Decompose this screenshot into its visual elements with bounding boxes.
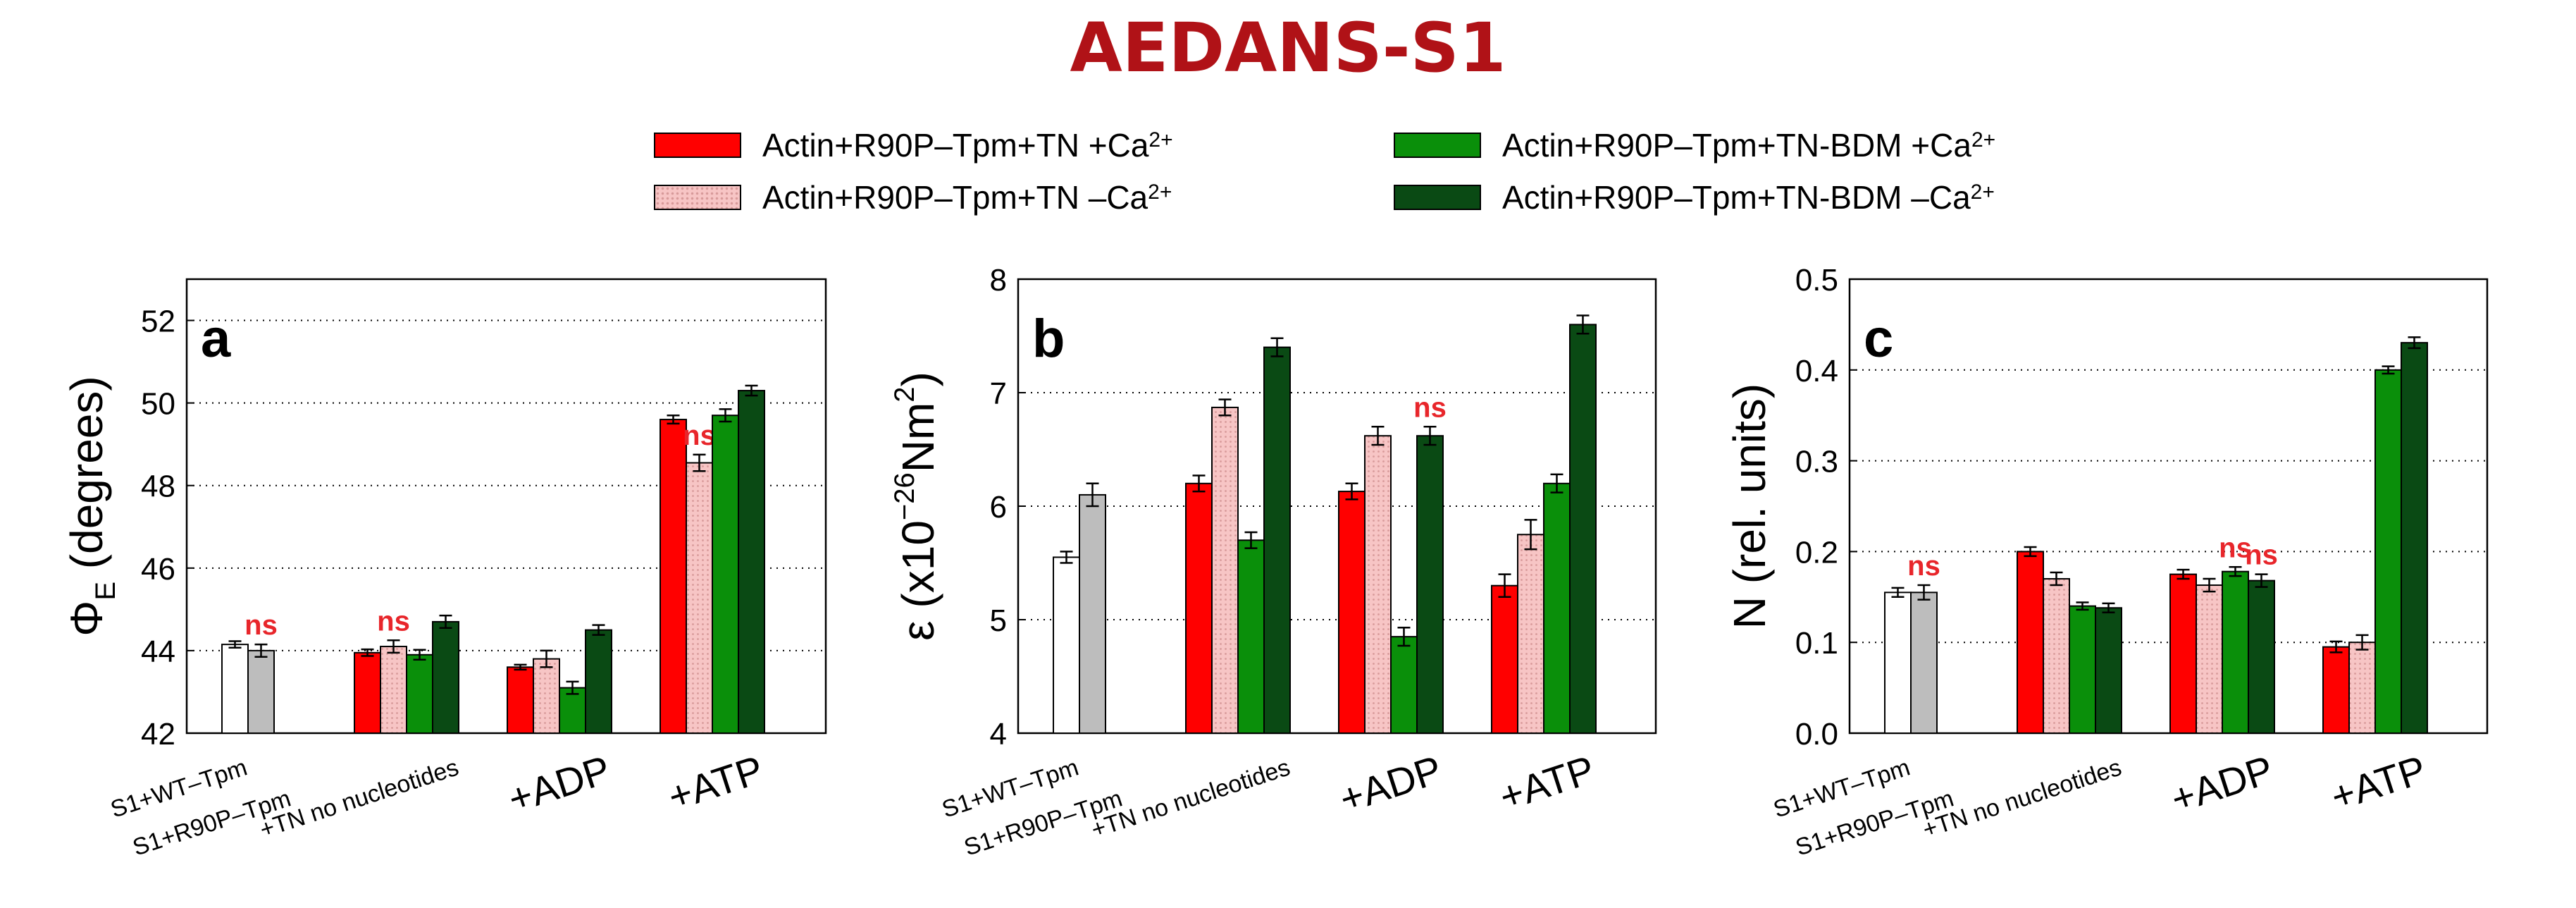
bar <box>2017 551 2044 735</box>
panel-c: 0.00.10.20.30.40.5N (rel. units)cnsnsnsS… <box>1724 263 2489 861</box>
y-tick-label: 46 <box>141 552 175 587</box>
panel-letter: b <box>1032 309 1065 369</box>
y-tick-label: 0.0 <box>1795 717 1838 751</box>
ns-label: ns <box>2245 540 2278 571</box>
x-tick-label: +ADP <box>1335 747 1447 821</box>
bar <box>1569 324 1597 734</box>
legend-swatch <box>654 185 741 210</box>
legend-swatch <box>1394 133 1481 158</box>
bar <box>2169 573 2197 734</box>
bar <box>1364 435 1392 734</box>
bar <box>247 649 275 735</box>
bar <box>2248 579 2275 735</box>
y-tick-label: 5 <box>990 603 1007 638</box>
y-tick-label: 0.3 <box>1795 445 1838 479</box>
bar <box>1390 636 1418 735</box>
y-tick-label: 0.5 <box>1795 263 1838 297</box>
bar <box>2069 605 2096 734</box>
legend-swatch <box>1394 185 1481 210</box>
legend-label: Actin+R90P–Tpm+TN-BDM +Ca2+ <box>1502 127 1996 164</box>
legend-label: Actin+R90P–Tpm+TN-BDM –Ca2+ <box>1502 179 1995 216</box>
bar <box>1263 346 1291 735</box>
bar <box>1416 435 1444 734</box>
bar <box>686 462 713 734</box>
plot-frame <box>1848 278 2489 735</box>
ns-label: ns <box>377 606 410 637</box>
figure-title: AEDANS-S1 <box>1070 8 1506 87</box>
legend-label: Actin+R90P–Tpm+TN +Ca2+ <box>762 127 1173 164</box>
bar <box>660 419 687 735</box>
legend-swatch <box>654 133 741 158</box>
legend-item-tn-plus-ca: Actin+R90P–Tpm+TN +Ca2+ <box>654 125 1173 165</box>
legend: Actin+R90P–Tpm+TN +Ca2+ Actin+R90P–Tpm+T… <box>0 0 2576 240</box>
y-tick-label: 0.4 <box>1795 354 1838 388</box>
y-tick-label: 52 <box>141 305 175 339</box>
bar <box>354 651 381 734</box>
bar <box>1517 534 1544 734</box>
y-axis-label: ε (x10−26Nm2) <box>889 372 943 641</box>
bar <box>585 629 612 734</box>
legend-item-tn-minus-ca: Actin+R90P–Tpm+TN –Ca2+ <box>654 178 1172 217</box>
bar <box>2322 646 2350 735</box>
bar <box>738 390 765 735</box>
x-tick-label: +ADP <box>2166 747 2279 821</box>
bar <box>1491 584 1518 735</box>
legend-item-bdm-plus-ca: Actin+R90P–Tpm+TN-BDM +Ca2+ <box>1394 125 1995 165</box>
bar <box>1543 482 1571 734</box>
bar <box>432 620 459 734</box>
bar <box>1910 591 1938 734</box>
bar <box>533 658 560 734</box>
legend-label: Actin+R90P–Tpm+TN –Ca2+ <box>762 179 1172 216</box>
bar <box>2222 570 2249 735</box>
y-tick-label: 0.1 <box>1795 626 1838 661</box>
bar <box>2095 607 2122 734</box>
panel-letter: c <box>1864 309 1893 369</box>
bar <box>221 644 249 734</box>
bar <box>1185 482 1213 734</box>
y-axis-label: N (rel. units) <box>1724 384 1775 630</box>
x-tick-label: +ATP <box>1494 747 1599 818</box>
y-tick-label: 4 <box>990 717 1007 751</box>
y-tick-label: 0.2 <box>1795 535 1838 570</box>
bar <box>1338 491 1366 734</box>
x-tick-label: +ATP <box>2325 747 2431 818</box>
bar <box>1237 539 1265 734</box>
y-tick-label: 44 <box>141 634 175 669</box>
x-tick-label: +ATP <box>662 747 768 818</box>
bar <box>2348 642 2376 735</box>
bar <box>1079 493 1106 735</box>
plot-frame <box>185 278 827 735</box>
ns-label: ns <box>683 420 716 451</box>
bar <box>1053 556 1080 735</box>
bar <box>380 646 407 735</box>
bar <box>2043 578 2070 734</box>
ns-label: ns <box>1907 551 1940 582</box>
bar <box>559 687 586 734</box>
bar <box>2196 584 2223 735</box>
bar <box>2401 342 2428 735</box>
ns-label: ns <box>244 610 278 641</box>
bar <box>2374 369 2402 734</box>
y-tick-label: 42 <box>141 717 175 751</box>
bar <box>1211 406 1239 734</box>
bar <box>1884 591 1912 734</box>
legend-item-bdm-minus-ca: Actin+R90P–Tpm+TN-BDM –Ca2+ <box>1394 178 1995 217</box>
ns-label: ns <box>2219 532 2252 563</box>
x-tick-label: +ADP <box>503 747 616 821</box>
y-tick-label: 6 <box>990 490 1007 524</box>
panel-letter: a <box>201 309 231 369</box>
bar <box>406 654 433 734</box>
y-tick-label: 48 <box>141 470 175 504</box>
y-tick-label: 50 <box>141 387 175 422</box>
ns-label: ns <box>1413 392 1447 423</box>
y-axis-label: ΦE (degrees) <box>61 376 121 636</box>
y-tick-label: 8 <box>990 263 1007 297</box>
bar <box>507 666 534 734</box>
bar <box>712 415 739 734</box>
y-tick-label: 7 <box>990 376 1007 411</box>
